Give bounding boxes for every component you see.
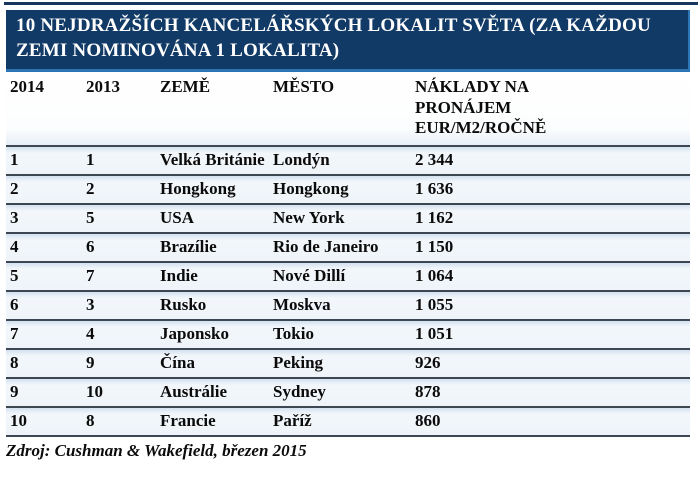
country-cell: USA xyxy=(156,202,269,233)
city-cell: Peking xyxy=(269,347,411,378)
country-cell: Austrálie xyxy=(156,376,269,407)
rank-2014-cell: 1 xyxy=(6,144,82,175)
top-rule-divider xyxy=(4,2,698,5)
country-cell: Brazílie xyxy=(156,231,269,262)
rank-2014-cell: 2 xyxy=(6,173,82,204)
rank-2014-cell: 10 xyxy=(6,405,82,436)
rank-2014-cell: 9 xyxy=(6,376,82,407)
table-header-row: 2014 2013 ZEMĚ MĚSTO NÁKLADY NA PRONÁJEM… xyxy=(6,72,690,146)
city-cell: New York xyxy=(269,202,411,233)
cost-cell: 1 150 xyxy=(411,231,690,262)
city-cell: Nové Dillí xyxy=(269,260,411,291)
rank-2014-cell: 3 xyxy=(6,202,82,233)
cost-cell: 1 055 xyxy=(411,289,690,320)
rank-2013-cell: 10 xyxy=(82,376,156,407)
column-header-city: MĚSTO xyxy=(269,72,411,146)
city-cell: Paříž xyxy=(269,405,411,436)
column-header-cost-label: NÁKLADY NA PRONÁJEM EUR/M2/ROČNĚ xyxy=(415,77,547,138)
city-cell: Londýn xyxy=(269,144,411,175)
rank-2014-cell: 4 xyxy=(6,231,82,262)
cost-cell: 1 162 xyxy=(411,202,690,233)
rank-2013-cell: 6 xyxy=(82,231,156,262)
table-body: 1 1 Velká Británie Londýn 2 344 2 2 Hong… xyxy=(6,144,690,436)
rank-2014-cell: 8 xyxy=(6,347,82,378)
cost-cell: 1 064 xyxy=(411,260,690,291)
cost-cell: 1 051 xyxy=(411,318,690,349)
cost-cell: 2 344 xyxy=(411,144,690,175)
table-row: 6 3 Rusko Moskva 1 055 xyxy=(6,289,690,320)
country-cell: Indie xyxy=(156,260,269,291)
table-row: 2 2 Hongkong Hongkong 1 636 xyxy=(6,173,690,204)
table-row: 8 9 Čína Peking 926 xyxy=(6,347,690,378)
rank-2013-cell: 5 xyxy=(82,202,156,233)
city-cell: Rio de Janeiro xyxy=(269,231,411,262)
cost-cell: 878 xyxy=(411,376,690,407)
table-row: 9 10 Austrálie Sydney 878 xyxy=(6,376,690,407)
rank-2013-cell: 1 xyxy=(82,144,156,175)
country-cell: Čína xyxy=(156,347,269,378)
table-row: 1 1 Velká Británie Londýn 2 344 xyxy=(6,144,690,175)
city-cell: Sydney xyxy=(269,376,411,407)
table-row: 3 5 USA New York 1 162 xyxy=(6,202,690,233)
rank-2013-cell: 2 xyxy=(82,173,156,204)
table-row: 7 4 Japonsko Tokio 1 051 xyxy=(6,318,690,349)
rank-2014-cell: 5 xyxy=(6,260,82,291)
rank-2013-cell: 4 xyxy=(82,318,156,349)
table-row: 5 7 Indie Nové Dillí 1 064 xyxy=(6,260,690,291)
rank-2013-cell: 3 xyxy=(82,289,156,320)
cost-cell: 1 636 xyxy=(411,173,690,204)
country-cell: Hongkong xyxy=(156,173,269,204)
country-cell: Francie xyxy=(156,405,269,436)
city-cell: Tokio xyxy=(269,318,411,349)
country-cell: Velká Británie xyxy=(156,144,269,175)
table-row: 4 6 Brazílie Rio de Janeiro 1 150 xyxy=(6,231,690,262)
column-header-cost: NÁKLADY NA PRONÁJEM EUR/M2/ROČNĚ xyxy=(411,72,690,146)
cost-cell: 926 xyxy=(411,347,690,378)
rank-2014-cell: 6 xyxy=(6,289,82,320)
table-row: 10 8 Francie Paříž 860 xyxy=(6,405,690,436)
city-cell: Moskva xyxy=(269,289,411,320)
offices-table: 2014 2013 ZEMĚ MĚSTO NÁKLADY NA PRONÁJEM… xyxy=(6,72,690,437)
rank-2013-cell: 9 xyxy=(82,347,156,378)
column-header-country: ZEMĚ xyxy=(156,72,269,146)
rank-2013-cell: 8 xyxy=(82,405,156,436)
rank-2013-cell: 7 xyxy=(82,260,156,291)
column-header-2013: 2013 xyxy=(82,72,156,146)
offices-table-figure: 10 NEJDRAŽŠÍCH KANCELÁŘSKÝCH LOKALIT SVĚ… xyxy=(6,10,690,461)
cost-cell: 860 xyxy=(411,405,690,436)
column-header-2014: 2014 xyxy=(6,72,82,146)
country-cell: Rusko xyxy=(156,289,269,320)
country-cell: Japonsko xyxy=(156,318,269,349)
rank-2014-cell: 7 xyxy=(6,318,82,349)
table-title: 10 NEJDRAŽŠÍCH KANCELÁŘSKÝCH LOKALIT SVĚ… xyxy=(6,10,690,73)
city-cell: Hongkong xyxy=(269,173,411,204)
source-note: Zdroj: Cushman & Wakefield, březen 2015 xyxy=(6,440,307,460)
